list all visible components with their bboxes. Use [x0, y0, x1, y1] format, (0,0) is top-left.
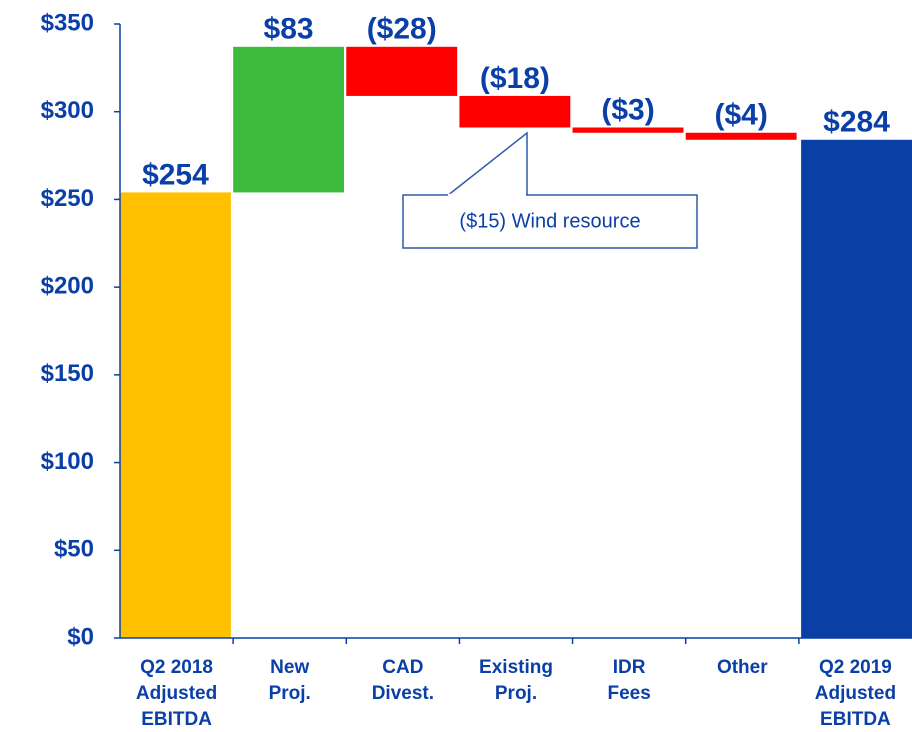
value-label: ($18): [480, 62, 550, 95]
x-tick-label: EBITDA: [141, 709, 212, 730]
value-label: $254: [142, 158, 209, 191]
bar: [346, 46, 458, 96]
x-tick-label: Other: [717, 657, 768, 678]
x-tick-label: Q2 2018: [140, 657, 213, 678]
bar: [572, 127, 684, 133]
bar: [459, 95, 571, 128]
value-label: $83: [264, 13, 314, 46]
y-tick-label: $200: [41, 272, 94, 299]
x-tick-label: EBITDA: [820, 709, 891, 730]
y-tick-label: $150: [41, 360, 94, 387]
value-label: ($4): [714, 99, 767, 132]
x-tick-label: Existing: [479, 657, 553, 678]
y-tick-label: $350: [41, 9, 94, 36]
y-tick-label: $100: [41, 448, 94, 475]
x-tick-label: Proj.: [269, 683, 311, 704]
x-tick-label: Proj.: [495, 683, 537, 704]
callout-box: [402, 194, 698, 249]
x-tick-label: New: [270, 657, 309, 678]
y-tick-label: $0: [67, 623, 94, 650]
value-label: ($3): [601, 93, 654, 126]
x-tick-label: Adjusted: [136, 683, 217, 704]
bar: [685, 132, 797, 140]
x-tick-label: Adjusted: [815, 683, 896, 704]
x-tick-label: Fees: [607, 683, 650, 704]
x-tick-label: CAD: [382, 657, 423, 678]
bar: [233, 46, 345, 193]
value-label: ($28): [367, 13, 437, 46]
x-tick-label: IDR: [613, 657, 646, 678]
bar: [801, 139, 912, 639]
y-tick-label: $300: [41, 97, 94, 124]
annotation: ($15) Wind resource: [459, 210, 640, 232]
callout-pointer: [444, 131, 528, 197]
value-label: $284: [823, 106, 890, 139]
x-tick-label: Divest.: [372, 683, 434, 704]
y-tick-label: $250: [41, 185, 94, 212]
bar: [120, 192, 231, 638]
x-tick-label: Q2 2019: [819, 657, 892, 678]
y-tick-label: $50: [54, 536, 94, 563]
